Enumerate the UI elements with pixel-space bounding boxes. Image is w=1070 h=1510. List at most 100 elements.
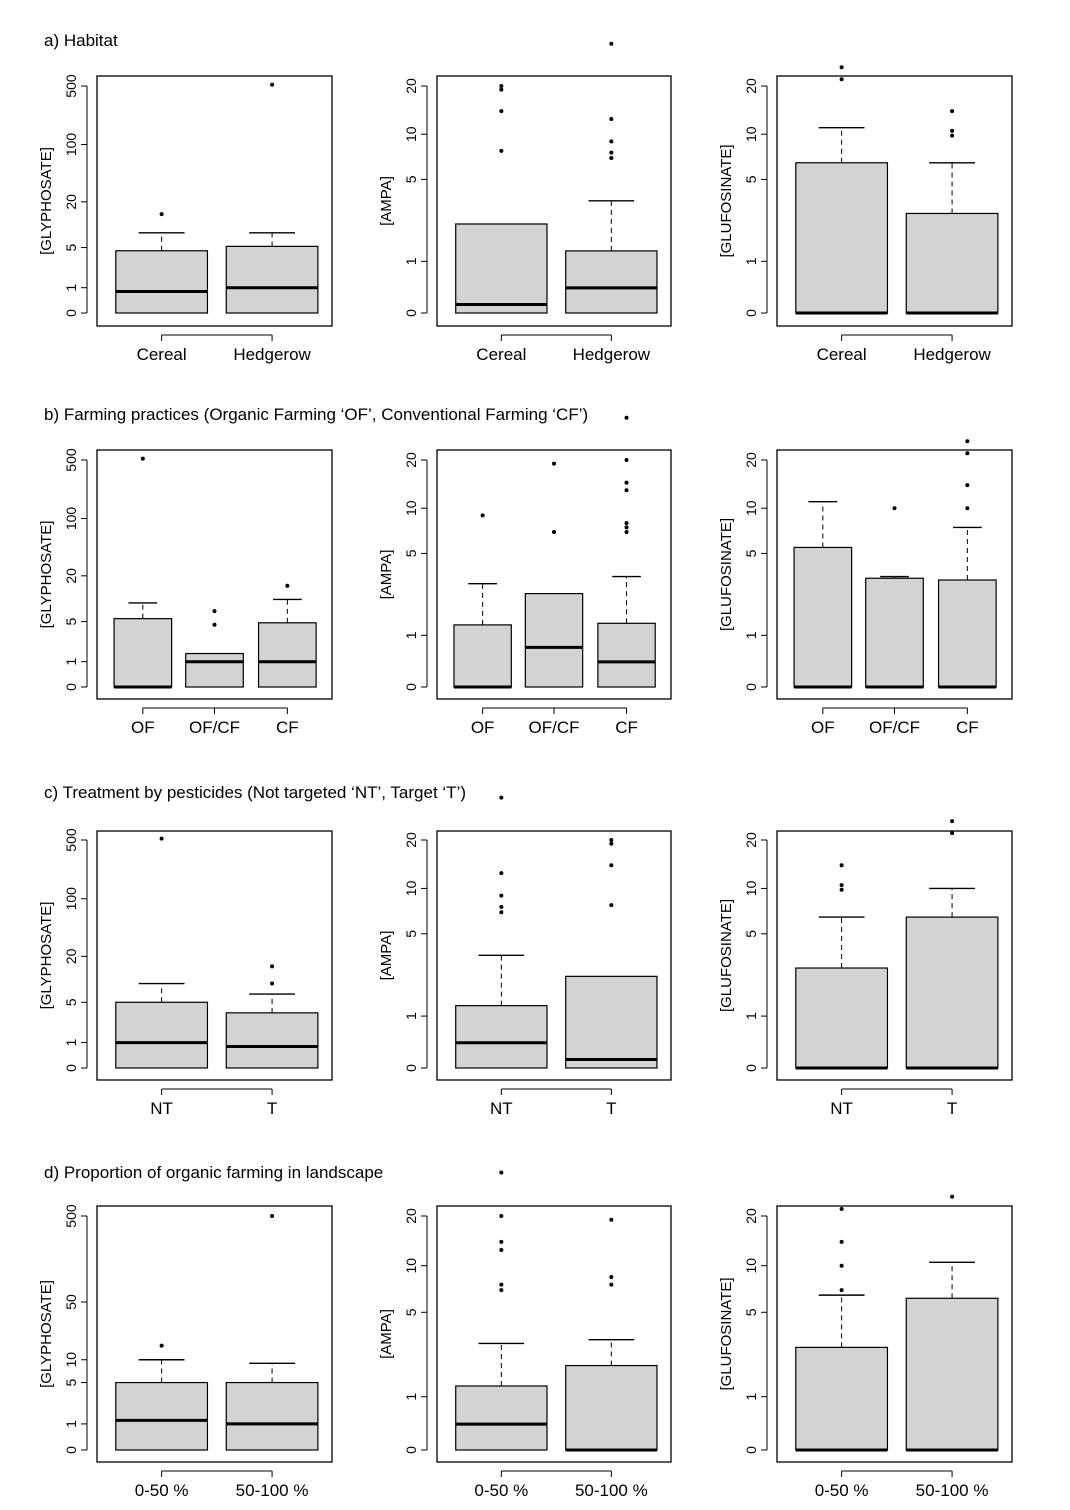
box: [257, 622, 317, 688]
outlier-point: [624, 458, 629, 462]
outlier-point: [499, 1247, 504, 1252]
panel-b-3-x-tick-label: OF: [811, 718, 835, 737]
panel-a-2-y-tick-label: 20: [403, 78, 419, 94]
panel-b-3-y-tick-label: 20: [743, 452, 759, 468]
outlier-point: [950, 133, 955, 138]
panel-a-1-y-tick-label: 1: [63, 284, 79, 292]
box: [453, 624, 512, 688]
panel-a-3-y-label: [GLUFOSINATE]: [718, 144, 735, 257]
panel-c-3-y-tick-label: 5: [743, 930, 759, 938]
box: [565, 250, 658, 314]
panel-a-1-y-tick-label: 100: [63, 133, 79, 157]
panel-a-2-x-tick-label: Cereal: [476, 345, 526, 364]
panel-b-1-y-tick-label: 20: [63, 568, 79, 584]
panel-d-3-y-tick-label: 20: [743, 1208, 759, 1224]
outlier-point: [609, 838, 614, 842]
outlier-point: [212, 622, 217, 627]
outlier-point: [499, 84, 504, 88]
box: [225, 1381, 319, 1451]
panel-c-2-y-label: [AMPA]: [378, 931, 395, 981]
panel-b-1-y-tick-label: 1: [63, 658, 79, 666]
panel-a-1-y-tick-label: 5: [63, 243, 79, 251]
outlier-point: [499, 1282, 504, 1287]
panel-b-2-y-tick-label: 1: [403, 631, 419, 639]
panel-d-2-y-tick-label: 20: [403, 1208, 419, 1224]
panel-b-2-x-tick-label: OF/CF: [529, 718, 580, 737]
panel-d-2-y-tick-label: 0: [403, 1446, 419, 1454]
outlier-point: [624, 415, 629, 420]
outlier-point: [892, 506, 897, 511]
section-title-a: a) Habitat: [44, 31, 118, 50]
panel-c-3-frame: [776, 830, 1013, 1081]
box: [455, 1385, 548, 1451]
panel-d-3-y-tick-label: 0: [743, 1446, 759, 1454]
box: [113, 618, 173, 688]
box: [905, 212, 999, 314]
outlier-point: [270, 1214, 275, 1218]
outlier-point: [950, 831, 955, 836]
outlier-point: [499, 1288, 504, 1293]
outlier-point: [609, 41, 614, 46]
outlier-point: [552, 529, 556, 534]
outlier-point: [499, 148, 504, 153]
outlier-point: [839, 1263, 844, 1268]
outlier-point: [609, 863, 614, 868]
panel-b-2-x-tick-label: OF: [471, 718, 495, 737]
outlier-point: [624, 529, 629, 534]
panel-d-1-y-label: [GLYPHOSATE]: [38, 1280, 55, 1388]
panel-d-3-x-tick-label: 0-50 %: [815, 1481, 869, 1500]
outlier-point: [609, 841, 614, 846]
panel-c-1-y-tick-label: 5: [63, 998, 79, 1006]
panel-d-2-y-tick-label: 1: [403, 1393, 419, 1401]
panel-a-3-y-tick-label: 5: [743, 175, 759, 183]
panel-b-2-frame: [436, 449, 672, 700]
box: [795, 1346, 889, 1451]
panel-d-2-x-tick-label: 50-100 %: [575, 1481, 648, 1500]
box: [225, 245, 319, 314]
panel-c-1-y-tick-label: 0: [63, 1064, 79, 1072]
panel-a-1-y-label: [GLYPHOSATE]: [38, 147, 55, 255]
outlier-point: [839, 65, 844, 70]
outlier-point: [609, 1274, 614, 1279]
panel-b-1-y-tick-label: 0: [63, 683, 79, 691]
panel-c-3-y-tick-label: 20: [743, 832, 759, 848]
outlier-point: [609, 903, 614, 908]
box: [597, 622, 656, 688]
panel-d-1-y-tick-label: 5: [63, 1378, 79, 1386]
panel-a-1-frame: [96, 75, 333, 327]
outlier-point: [285, 583, 290, 588]
outlier-point: [839, 1207, 844, 1212]
panel-a-3-y-tick-label: 0: [743, 309, 759, 317]
outlier-point: [624, 521, 629, 526]
panel-b-2-y-tick-label: 0: [403, 683, 419, 691]
panel-b-1-x-tick-label: OF/CF: [189, 718, 240, 737]
box: [937, 579, 997, 688]
outlier-point: [609, 139, 614, 144]
panel-d-2-x-tick-label: 0-50 %: [474, 1481, 528, 1500]
outlier-point: [609, 150, 614, 155]
panel-d-3-frame: [776, 1205, 1013, 1463]
panel-d-2-y-label: [AMPA]: [378, 1309, 395, 1359]
panel-b-1-y-tick-label: 5: [63, 617, 79, 625]
outlier-point: [212, 609, 217, 614]
outlier-point: [270, 82, 275, 87]
outlier-point: [159, 836, 164, 841]
outlier-point: [499, 893, 504, 898]
box: [185, 652, 244, 688]
panel-b-3-y-tick-label: 1: [743, 631, 759, 639]
panel-b-2-y-tick-label: 20: [403, 452, 419, 468]
section-title-b: b) Farming practices (Organic Farming ‘O…: [44, 405, 589, 424]
panel-a-2-frame: [436, 75, 672, 327]
panel-d-1-x-tick-label: 50-100 %: [236, 1481, 309, 1500]
panel-b-2-x-tick-label: CF: [615, 718, 638, 737]
box: [115, 1381, 209, 1451]
outlier-point: [965, 451, 970, 456]
panel-b-3-y-tick-label: 0: [743, 683, 759, 691]
panel-c-1-y-label: [GLYPHOSATE]: [38, 902, 55, 1010]
section-title-c: c) Treatment by pesticides (Not targeted…: [44, 783, 467, 802]
panel-d-3-y-tick-label: 10: [743, 1258, 759, 1274]
panel-a-1-x-tick-label: Cereal: [137, 345, 187, 364]
outlier-point: [499, 109, 504, 114]
panel-b-3-frame: [776, 449, 1013, 700]
